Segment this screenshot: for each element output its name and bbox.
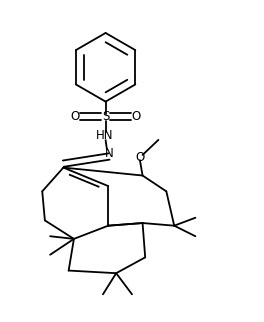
Text: N: N [105,147,114,160]
Text: HN: HN [96,129,113,142]
Text: O: O [131,110,141,123]
Text: O: O [70,110,80,123]
Text: O: O [135,151,145,164]
Text: S: S [102,110,109,123]
